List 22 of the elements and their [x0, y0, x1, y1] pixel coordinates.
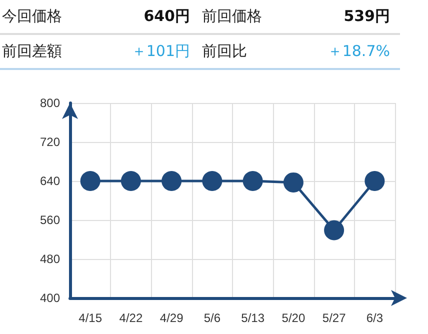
text: 今回価格: [1, 7, 63, 26]
y-tick-label: 400: [40, 291, 60, 305]
text: ＋18.7%: [326, 42, 391, 61]
x-tick-label: 5/27: [322, 311, 346, 325]
x-tick-label: 6/3: [366, 311, 384, 325]
y-tick-label: 480: [40, 252, 60, 266]
x-tick-label: 5/20: [282, 311, 306, 325]
text: 前回差額: [1, 42, 63, 61]
text: 前回比: [201, 42, 248, 61]
x-tick-label: 4/29: [160, 311, 184, 325]
text: ＋101円: [130, 42, 191, 61]
y-tick-label: 800: [40, 96, 60, 110]
y-tick-label: 720: [40, 135, 60, 149]
y-tick-label: 640: [40, 174, 60, 188]
x-tick-label: 4/22: [119, 311, 143, 325]
x-tick-label: 5/6: [204, 311, 221, 325]
text: 前回価格: [201, 7, 263, 26]
x-tick-label: 4/15: [78, 311, 102, 325]
text: 640円: [142, 7, 191, 26]
text: 539円: [342, 7, 391, 26]
x-tick-label: 5/13: [241, 311, 265, 325]
y-tick-label: 560: [40, 213, 60, 227]
